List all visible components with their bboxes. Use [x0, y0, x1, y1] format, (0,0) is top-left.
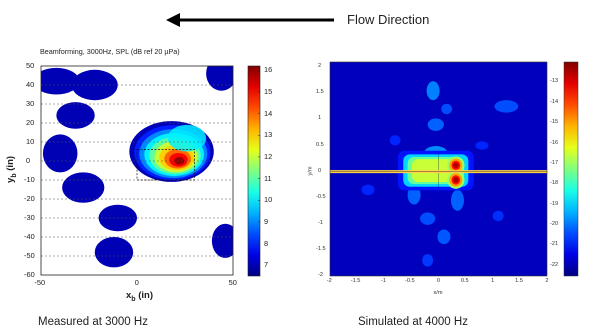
y-tick-label: -50 — [24, 251, 35, 260]
y-tick-label: -0.5 — [316, 193, 326, 200]
colorbar-tick-label: -15 — [550, 119, 559, 126]
y-axis-label: yb (in) — [5, 155, 18, 183]
heatmap-field — [41, 66, 233, 268]
colorbar-tick-label: 8 — [264, 238, 269, 248]
colorbar-tick-label: -18 — [550, 180, 559, 187]
x-tick-label: 2 — [545, 278, 549, 284]
x-tick-label: -0.5 — [404, 278, 415, 284]
colorbar-tick-label: -17 — [550, 159, 559, 166]
simulated-beamforming-chart: 2 1.5 1 0.5 0 -0.5 -1 -1.5 -2 -2 -1.5 -1 -0.5 0 0.5 1 1.… — [290, 0, 589, 310]
y-tick-label: -20 — [24, 194, 35, 203]
x-tick-label: -1.5 — [350, 278, 361, 284]
x-tick-label: -50 — [34, 278, 46, 287]
x-tick-label: -2 — [326, 278, 332, 284]
x-tick-label: -1 — [381, 278, 387, 284]
field-speckle — [361, 184, 375, 196]
colorbar-tick-label: -19 — [550, 200, 559, 207]
y-tick-label: -2 — [318, 272, 323, 278]
y-tick-label: -40 — [24, 232, 35, 241]
colorbar-tick-label: -14 — [550, 98, 559, 105]
x-axis-label: xb (in) — [126, 290, 153, 303]
y-tick-label: 10 — [26, 137, 35, 146]
field-speckle — [450, 189, 464, 211]
colorbar-tick-label: 10 — [264, 195, 273, 205]
plot-frame — [40, 65, 234, 276]
colorbar-tick-label: -21 — [550, 241, 559, 248]
y-tick-label: 30 — [26, 99, 35, 108]
colorbar-tick-label: 14 — [264, 108, 273, 118]
field-speckle — [441, 103, 453, 115]
colorbar — [563, 61, 579, 277]
flow-direction-label: Flow Direction — [347, 12, 430, 27]
field-speckle — [389, 135, 401, 146]
measured-beamforming-chart: Beamforming, 3000Hz, SPL (dB ref 20 µPa)… — [0, 0, 280, 310]
colorbar-tick-label: -16 — [550, 139, 559, 146]
y-tick-label: -10 — [24, 175, 35, 184]
colorbar-tick-label: 12 — [264, 151, 273, 161]
field-speckle — [427, 118, 444, 131]
colorbar-tick-label: -20 — [550, 221, 559, 228]
colorbar — [247, 65, 261, 277]
field-speckle — [422, 254, 434, 267]
x-tick-label: 0.5 — [460, 278, 469, 284]
y-tick-label: 0.5 — [316, 141, 324, 148]
low-level-patch — [41, 67, 80, 95]
measured-chart-title: Beamforming, 3000Hz, SPL (dB ref 20 µPa) — [40, 47, 180, 56]
y-tick-label: -60 — [24, 270, 35, 279]
hotspot — [453, 162, 459, 169]
field-speckle — [494, 100, 519, 113]
field-speckle — [420, 212, 436, 225]
low-level-patch — [94, 237, 134, 268]
colorbar-tick-label: 13 — [264, 130, 273, 140]
low-level-patch — [211, 223, 233, 258]
hotspot — [453, 177, 459, 183]
secondary-lobe — [167, 124, 207, 152]
low-level-patch — [62, 172, 105, 203]
colorbar-tick-label: 16 — [264, 65, 273, 75]
low-level-patch — [206, 66, 233, 91]
y-tick-label: 20 — [26, 118, 35, 127]
y-tick-label: 40 — [26, 80, 35, 89]
left-caption: Measured at 3000 Hz — [38, 316, 148, 328]
x-tick-label: 0 — [436, 278, 441, 284]
field-speckle — [475, 141, 489, 150]
field-speckle — [437, 229, 451, 245]
y-tick-label: -30 — [24, 213, 35, 222]
field-speckle — [492, 210, 504, 222]
low-level-patch — [42, 134, 78, 173]
x-tick-label: 0 — [134, 278, 139, 287]
colorbar-tick-label: 9 — [264, 216, 269, 226]
colorbar-tick-label: 11 — [264, 173, 272, 183]
x-axis-label: x/m — [433, 290, 443, 296]
measured-heatmap-svg — [40, 65, 261, 277]
plot-frame — [329, 61, 548, 277]
colorbar-tick-label: 15 — [264, 86, 273, 96]
source-contour-16 — [174, 157, 185, 165]
y-tick-label: 0 — [26, 156, 31, 165]
field-speckle — [426, 81, 440, 101]
simulated-heatmap-svg — [329, 61, 579, 277]
low-level-patch — [56, 102, 95, 129]
x-tick-label: 1.5 — [515, 278, 523, 284]
x-tick-label: 1 — [491, 278, 495, 284]
y-tick-label: 2 — [318, 63, 322, 70]
y-tick-label: -1 — [318, 219, 323, 226]
x-tick-label: 50 — [228, 278, 237, 287]
flow-direction-arrow — [166, 13, 334, 27]
y-tick-label: 50 — [26, 61, 35, 70]
right-caption: Simulated at 4000 Hz — [358, 316, 468, 328]
colorbar-tick-label: -22 — [550, 261, 559, 268]
y-axis-label: y/m — [307, 166, 314, 176]
y-tick-label: -1.5 — [316, 245, 326, 252]
source-box — [136, 149, 195, 181]
y-tick-label: 0 — [318, 167, 322, 174]
colorbar-tick-label: -13 — [550, 78, 559, 85]
y-tick-label: 1 — [318, 115, 322, 122]
colorbar-tick-label: 7 — [264, 260, 269, 270]
y-tick-label: 1.5 — [316, 89, 324, 96]
